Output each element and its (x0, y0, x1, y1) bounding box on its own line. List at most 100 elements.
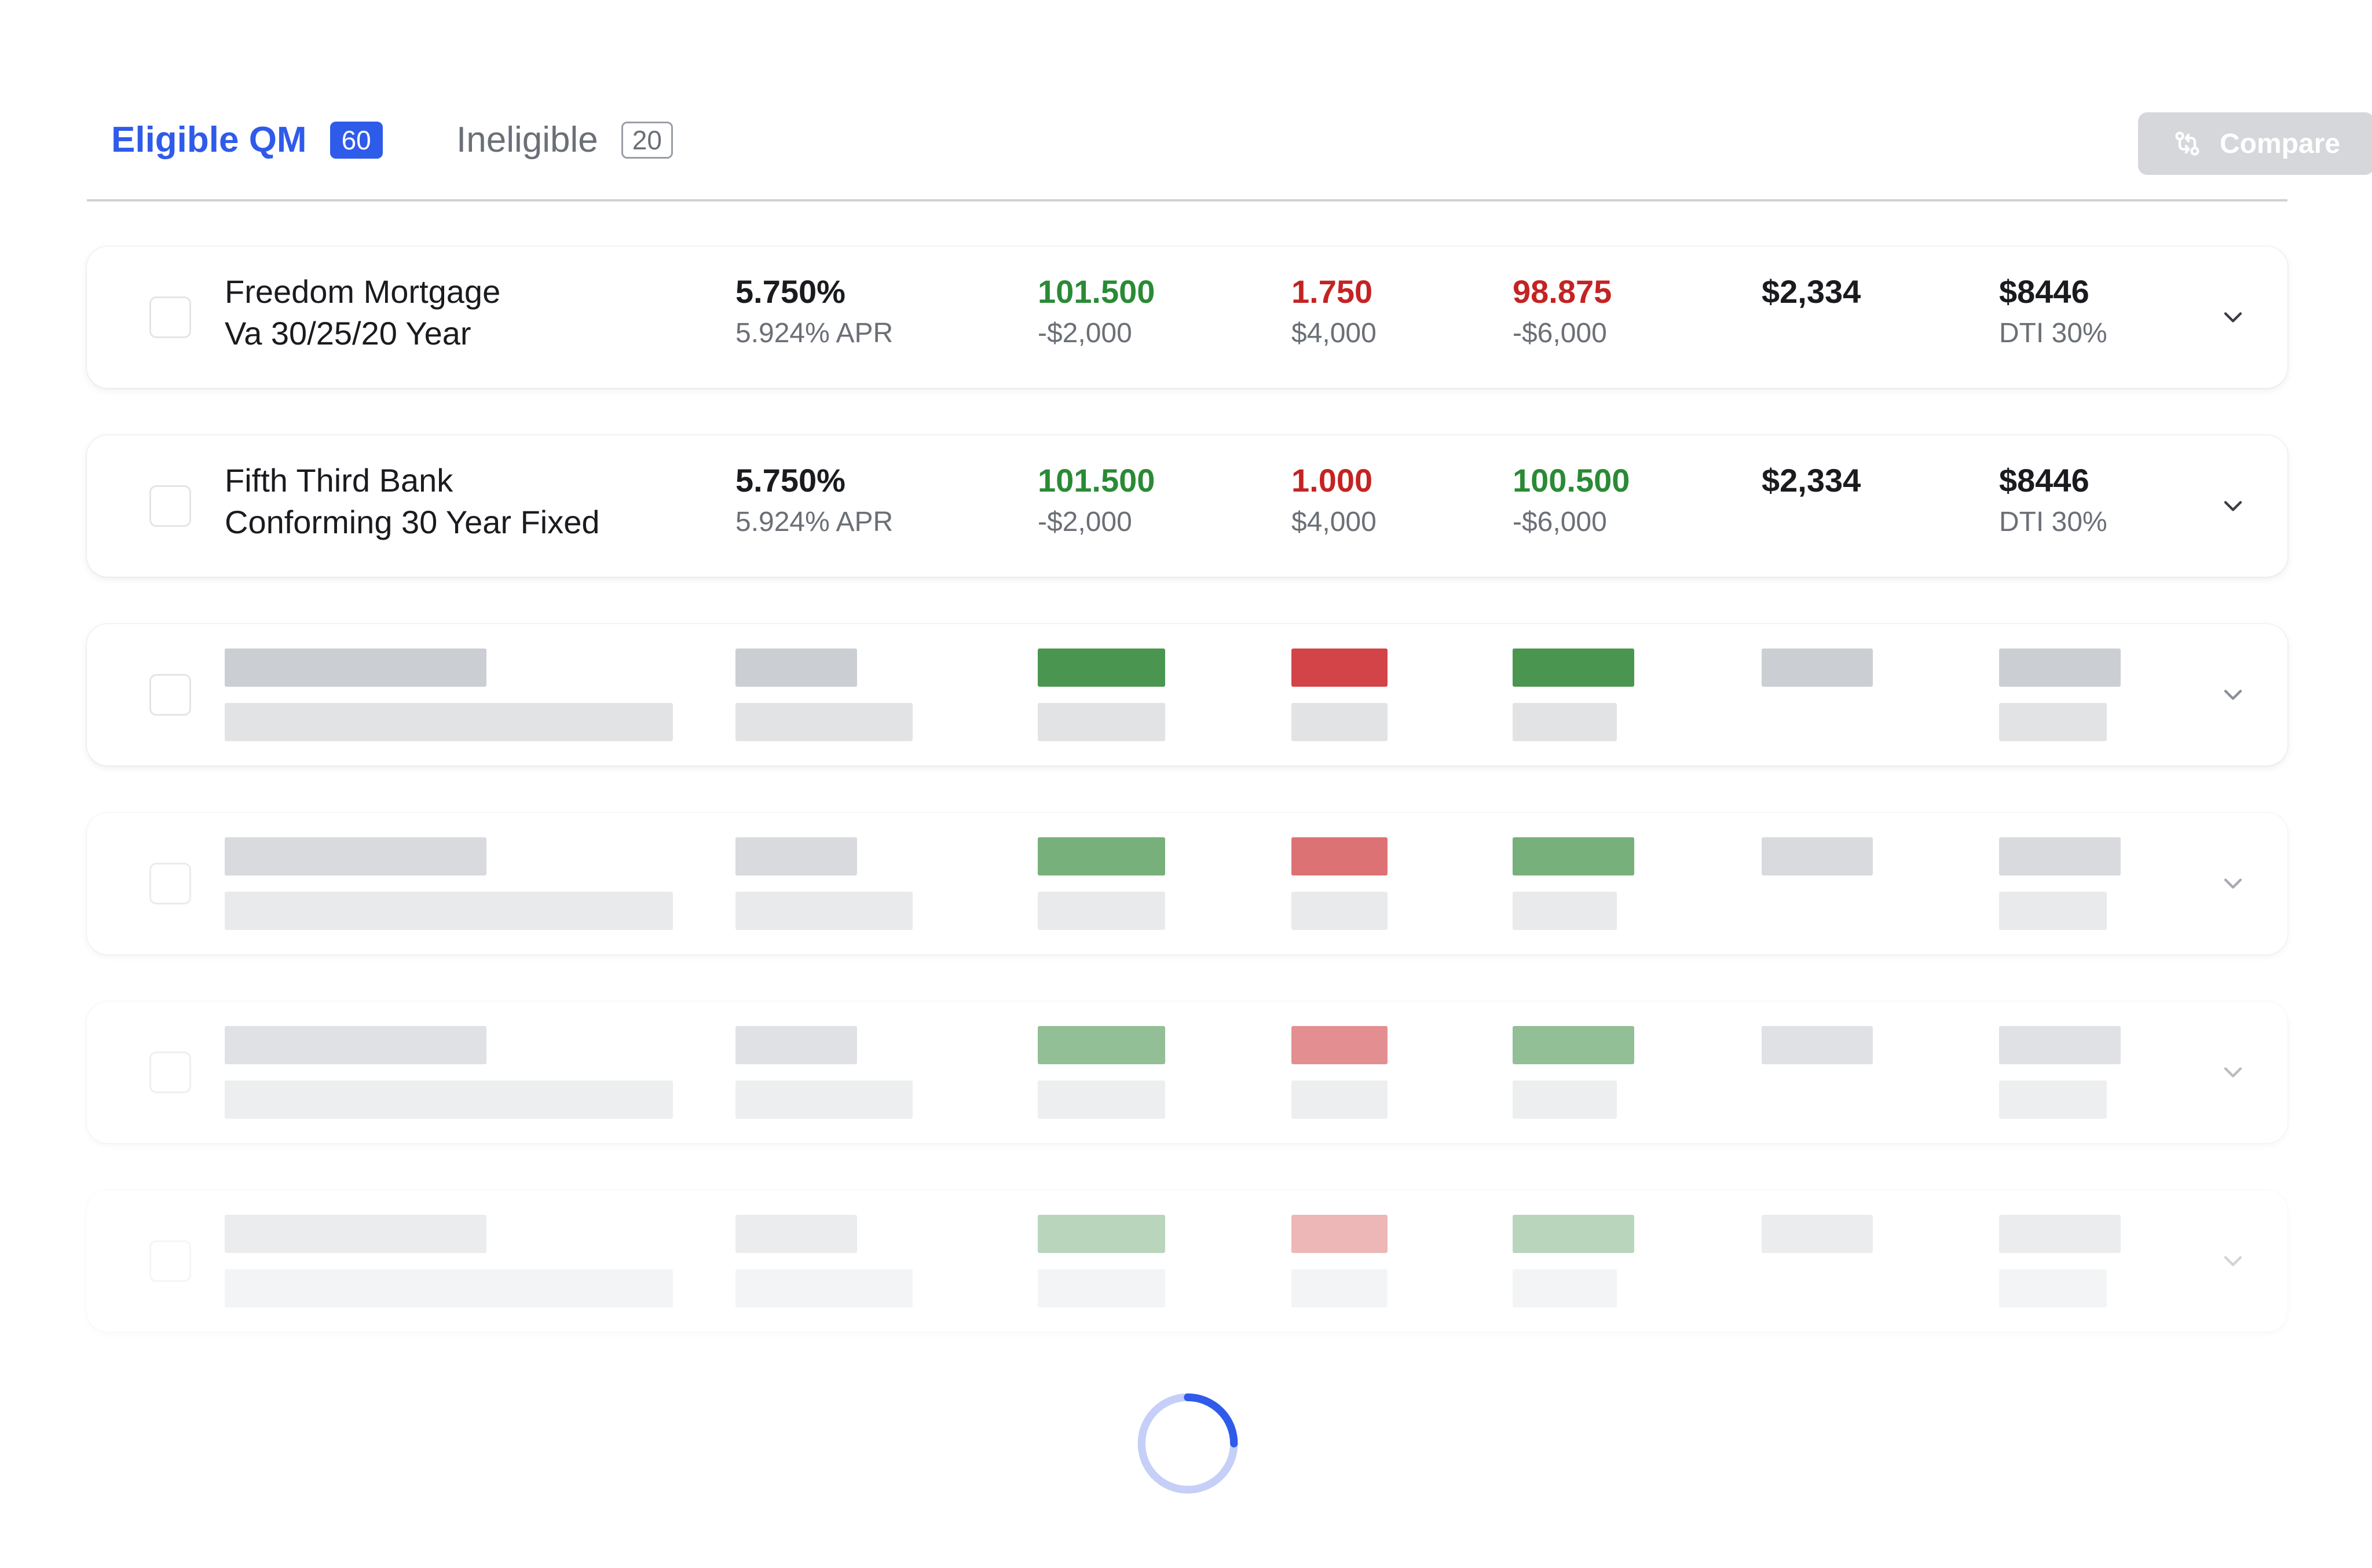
compare-label: Compare (2219, 128, 2341, 159)
skeleton-bar (1291, 703, 1388, 741)
skeleton-bar (225, 892, 673, 930)
total-cell: $8446 DTI 30% (1999, 271, 2107, 354)
tab-ineligible-label: Ineligible (456, 120, 598, 160)
row-checkbox[interactable] (149, 1240, 191, 1282)
skeleton-bar (1762, 1215, 1873, 1253)
net-price-cell: 98.875 -$6,000 (1513, 271, 1612, 354)
skeleton-bar (1038, 1215, 1165, 1253)
lender-cell: Freedom Mortgage Va 30/25/20 Year (225, 271, 500, 354)
skeleton-bar (1291, 1080, 1388, 1119)
row-checkbox[interactable] (149, 674, 191, 716)
skeleton-bar (1038, 649, 1165, 687)
skeleton-bar (1762, 649, 1873, 687)
row-checkbox[interactable] (149, 485, 191, 527)
skeleton-bar (1513, 837, 1634, 875)
total-cell: $8446 DTI 30% (1999, 460, 2107, 543)
net-price-value: 100.500 (1513, 462, 1630, 499)
skeleton-bar (1038, 892, 1165, 930)
skeleton-bar (1038, 703, 1165, 741)
skeleton-bar (735, 892, 913, 930)
ineligible-count-badge: 20 (621, 121, 673, 159)
skeleton-bar (225, 1026, 486, 1064)
results-tabs: Eligible QM 60 Ineligible 20 Compare (87, 0, 2372, 202)
skeleton-bar (1999, 649, 2121, 687)
skeleton-bar (1291, 1026, 1388, 1064)
payment-value: $2,334 (1762, 462, 1861, 499)
lender-cell: Fifth Third Bank Conforming 30 Year Fixe… (225, 460, 600, 543)
points-amount: $4,000 (1291, 318, 1377, 349)
skeleton-bar (735, 1026, 857, 1064)
chevron-down-icon[interactable] (2218, 680, 2248, 710)
skeleton-bar (1513, 1269, 1617, 1307)
skeleton-bar (1999, 1269, 2107, 1307)
rate-value: 5.750% (735, 462, 845, 499)
skeleton-bar (1999, 837, 2121, 875)
rate-value: 5.750% (735, 273, 845, 310)
rate-cell: 5.750% 5.924% APR (735, 271, 893, 354)
skeleton-bar (1513, 1215, 1634, 1253)
skeleton-bar (1999, 1026, 2121, 1064)
skeleton-bar (735, 703, 913, 741)
row-checkbox[interactable] (149, 296, 191, 338)
chevron-down-icon[interactable] (2218, 1057, 2248, 1087)
points-value: 1.750 (1291, 273, 1373, 310)
skeleton-bar (1291, 1215, 1388, 1253)
chevron-down-icon[interactable] (2218, 491, 2248, 521)
loan-row[interactable]: Fifth Third Bank Conforming 30 Year Fixe… (87, 435, 2287, 577)
price-value: 101.500 (1038, 273, 1155, 310)
skeleton-bar (225, 1269, 673, 1307)
skeleton-bar (1999, 703, 2107, 741)
tab-eligible-label: Eligible QM (111, 120, 307, 160)
skeleton-bar (1291, 649, 1388, 687)
skeleton-bar (735, 1269, 913, 1307)
dti-value: DTI 30% (1999, 507, 2107, 537)
skeleton-bar (1038, 1026, 1165, 1064)
chevron-down-icon[interactable] (2218, 302, 2248, 332)
product-name: Va 30/25/20 Year (225, 315, 471, 351)
skeleton-bar (225, 1080, 673, 1119)
price-cell: 101.500 -$2,000 (1038, 271, 1155, 354)
tab-eligible-qm[interactable]: Eligible QM 60 (111, 119, 383, 160)
loading-spinner-icon (1137, 1393, 1238, 1494)
skeleton-bar (1513, 1080, 1617, 1119)
price-cell: 101.500 -$2,000 (1038, 460, 1155, 543)
total-value: $8446 (1999, 273, 2089, 310)
rate-cell: 5.750% 5.924% APR (735, 460, 893, 543)
skeleton-bar (735, 1215, 857, 1253)
apr-value: 5.924% APR (735, 318, 894, 349)
skeleton-bar (1291, 837, 1388, 875)
skeleton-bar (225, 1215, 486, 1253)
skeleton-bar (1513, 649, 1634, 687)
skeleton-bar (225, 837, 486, 875)
chevron-down-icon[interactable] (2218, 869, 2248, 899)
payment-cell: $2,334 (1762, 460, 1861, 501)
price-value: 101.500 (1038, 462, 1155, 499)
skeleton-row (87, 1190, 2287, 1332)
skeleton-bar (1291, 892, 1388, 930)
skeleton-bar (1038, 1269, 1165, 1307)
lender-name: Fifth Third Bank (225, 462, 453, 499)
points-cell: 1.750 $4,000 (1291, 271, 1377, 354)
loan-row[interactable]: Freedom Mortgage Va 30/25/20 Year 5.750%… (87, 247, 2287, 388)
net-price-value: 98.875 (1513, 273, 1612, 310)
chevron-down-icon[interactable] (2218, 1246, 2248, 1276)
tab-ineligible[interactable]: Ineligible 20 (456, 119, 673, 160)
skeleton-bar (1999, 892, 2107, 930)
payment-value: $2,334 (1762, 273, 1861, 310)
skeleton-bar (1291, 1269, 1388, 1307)
skeleton-bar (1038, 1080, 1165, 1119)
net-price-cell: 100.500 -$6,000 (1513, 460, 1630, 543)
row-checkbox[interactable] (149, 863, 191, 904)
skeleton-bar (1762, 837, 1873, 875)
net-price-amount: -$6,000 (1513, 318, 1607, 349)
dti-value: DTI 30% (1999, 318, 2107, 349)
compare-button[interactable]: Compare (2138, 112, 2372, 175)
skeleton-row (87, 624, 2287, 765)
points-amount: $4,000 (1291, 507, 1377, 537)
skeleton-bar (1038, 837, 1165, 875)
row-checkbox[interactable] (149, 1052, 191, 1093)
skeleton-bar (1762, 1026, 1873, 1064)
skeleton-bar (1513, 1026, 1634, 1064)
lender-name: Freedom Mortgage (225, 273, 501, 310)
product-name: Conforming 30 Year Fixed (225, 504, 600, 540)
